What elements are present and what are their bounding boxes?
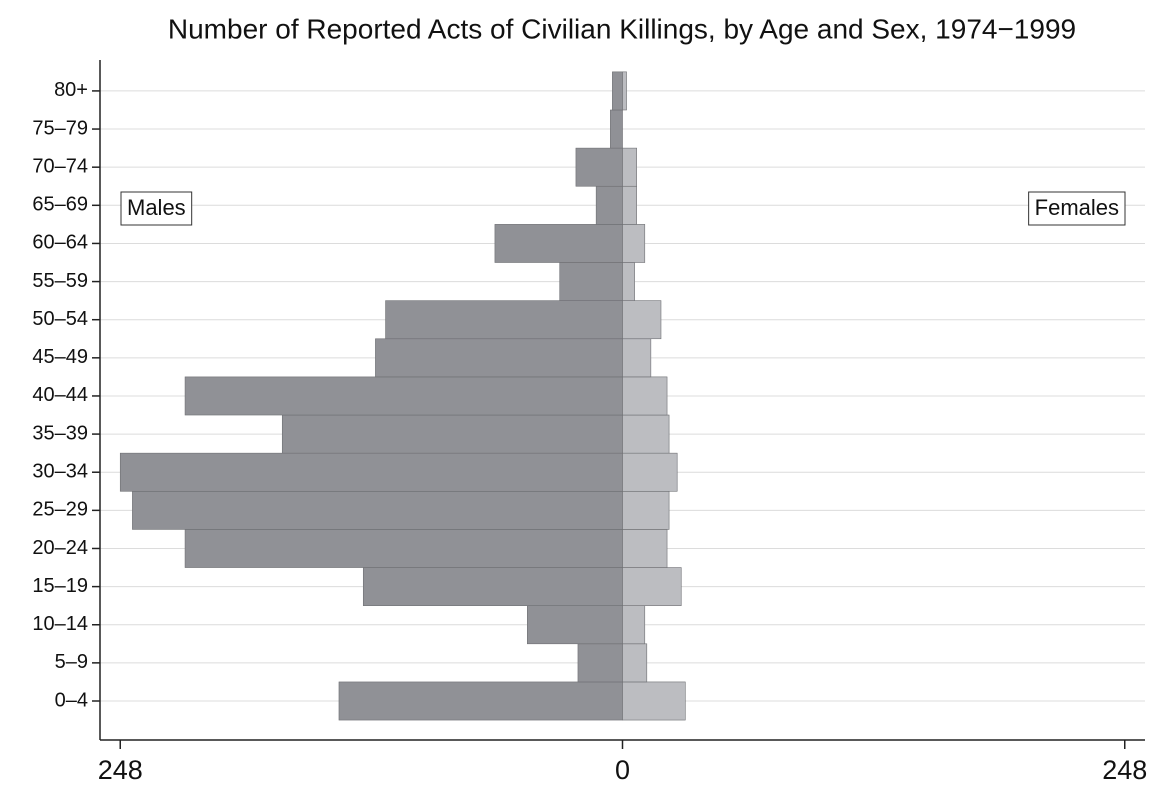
y-tick-label: 70–74 (32, 155, 88, 177)
bar (385, 300, 623, 340)
y-tick-label: 35–39 (32, 422, 88, 444)
y-tick-label: 0–4 (55, 689, 88, 711)
y-tick-label: 40–44 (32, 384, 88, 406)
bar (622, 490, 670, 530)
bar (184, 529, 623, 568)
bar (595, 185, 623, 225)
bar (338, 681, 623, 721)
bar (132, 490, 623, 530)
bar (622, 338, 652, 378)
y-tick-label: 10–14 (32, 613, 88, 635)
y-tick-label: 65–69 (32, 194, 88, 216)
bar (612, 71, 623, 111)
bar (622, 529, 668, 568)
legend-label: Females (1035, 195, 1119, 220)
bar (494, 224, 623, 263)
y-tick-label: 30–34 (32, 461, 88, 483)
bar (375, 338, 623, 378)
bar (577, 643, 623, 683)
y-tick-label: 50–54 (32, 308, 88, 330)
bar (622, 224, 646, 263)
bar (184, 376, 623, 416)
legend-box (1028, 191, 1126, 226)
y-tick-label: 45–49 (32, 346, 88, 368)
chart-title: Number of Reported Acts of Civilian Kill… (168, 13, 1076, 44)
bar (622, 300, 662, 340)
bar (622, 147, 637, 187)
legend-label: Males (127, 195, 186, 220)
bar (610, 109, 623, 149)
bar (559, 262, 623, 301)
bar (527, 605, 623, 645)
bar (622, 185, 637, 225)
legend-box (120, 191, 193, 226)
y-tick-label: 20–24 (32, 537, 88, 559)
legend-entry: Females (1028, 191, 1126, 226)
axes: 0–4 5–9 10–14 15–19 20–24 25–29 30–34 35–39 40–4… (32, 60, 1147, 785)
bar (622, 681, 686, 721)
y-tick-label: 55–59 (32, 270, 88, 292)
bars (119, 71, 686, 721)
bar (622, 605, 646, 645)
bar (622, 567, 682, 606)
y-tick-label: 5–9 (55, 651, 88, 673)
bar (119, 452, 623, 492)
y-tick-label: 15–19 (32, 575, 88, 597)
bar (622, 71, 627, 111)
bar (622, 262, 635, 301)
bar (622, 414, 670, 454)
x-tick-label: 0 (615, 755, 630, 785)
legend-entry: Males (120, 191, 193, 226)
y-tick-label: 60–64 (32, 232, 88, 254)
bar (622, 452, 678, 492)
y-tick-label: 25–29 (32, 499, 88, 521)
y-tick-label: 75–79 (32, 117, 88, 139)
bar (362, 567, 623, 606)
bar (281, 414, 623, 454)
x-tick-label: 248 (98, 755, 143, 785)
x-tick-label: 248 (1102, 755, 1147, 785)
bar (575, 147, 623, 187)
y-tick-label: 80+ (54, 79, 88, 101)
bar (622, 376, 668, 416)
bar (622, 643, 648, 683)
